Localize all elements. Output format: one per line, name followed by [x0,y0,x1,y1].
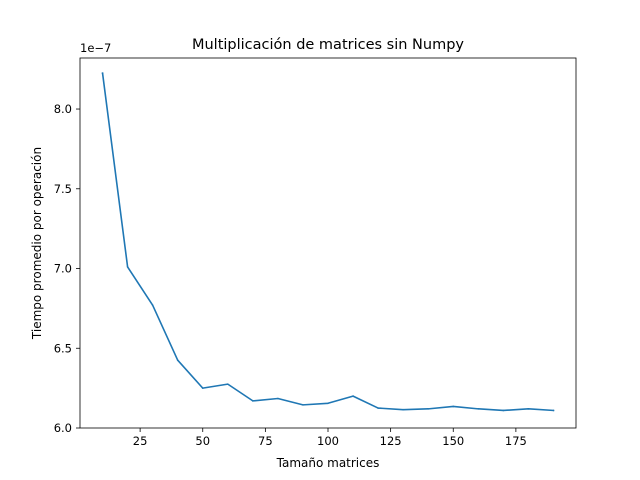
data-point [477,408,480,410]
x-axis-ticks: 25 50 75 100 125 150 175 [133,428,527,448]
data-point [176,359,179,362]
data-point [101,72,104,74]
data-point [527,408,530,410]
data-point [402,408,404,411]
data-point [126,266,129,268]
data-point [302,404,304,406]
x-axis-label: Tamaño matrices [276,456,380,470]
data-point [452,405,455,408]
y-tick-label: 8.0 [54,102,72,116]
data-point [226,383,229,385]
x-tick-label: 50 [195,434,210,448]
data-point [377,407,379,409]
x-tick-label: 150 [442,434,464,448]
chart-title: Multiplicación de matrices sin Numpy [192,37,464,53]
data-point [552,409,555,412]
x-tick-label: 175 [505,434,527,448]
y-axis-ticks: 6.0 6.5 7.0 7.5 8.0 [54,102,80,435]
x-tick-label: 75 [258,434,273,448]
data-point [277,397,279,400]
x-tick-label: 100 [317,434,339,448]
plot-area [80,58,576,428]
data-point [327,402,329,405]
data-point [352,395,354,397]
y-axis-label: Tiempo promedio por operación [30,147,44,340]
data-point [151,304,154,306]
y-tick-label: 7.5 [54,182,72,196]
data-point [252,400,254,402]
x-tick-label: 25 [133,434,148,448]
series-layer [101,72,555,412]
y-tick-label: 7.0 [54,262,72,276]
data-point [502,409,505,412]
x-tick-label: 125 [380,434,402,448]
y-tick-label: 6.5 [54,341,72,355]
y-tick-label: 6.0 [54,421,72,435]
plot-frame [79,57,577,429]
data-point [427,408,430,410]
data-point [201,387,204,389]
y-offset-label: 1e−7 [80,41,111,55]
